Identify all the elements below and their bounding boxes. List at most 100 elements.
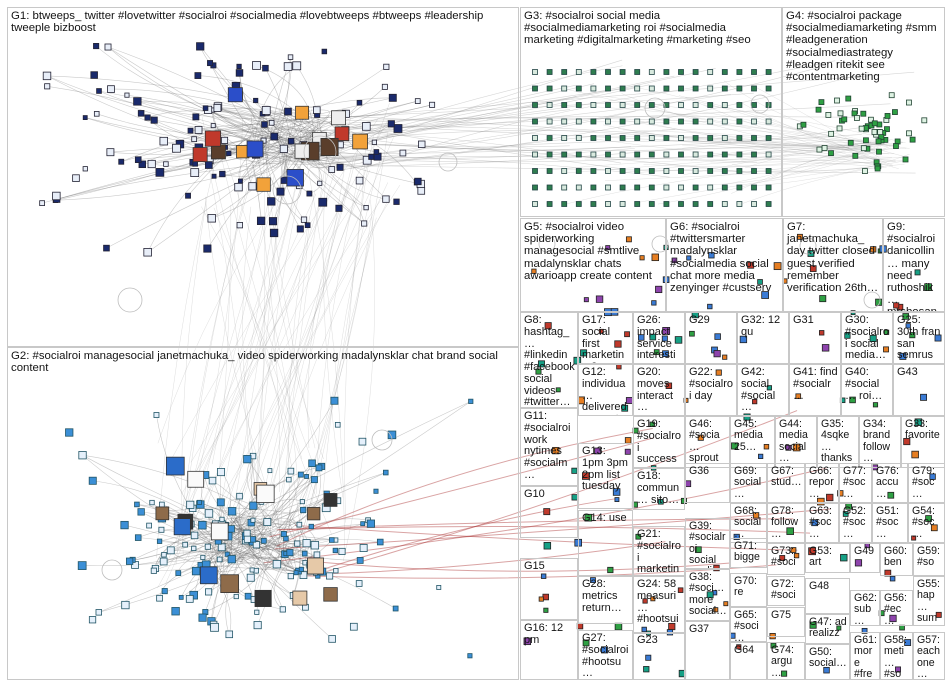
- node[interactable]: [272, 560, 282, 569]
- node[interactable]: [692, 85, 699, 92]
- node[interactable]: [911, 535, 917, 541]
- group-cell-g25[interactable]: G25: 30th fran san semrus…: [893, 312, 945, 364]
- node[interactable]: [635, 533, 642, 540]
- node[interactable]: [561, 85, 568, 92]
- node[interactable]: [721, 168, 728, 174]
- group-cell-g8[interactable]: G8: hashtag_… #linkedin #facebook social…: [520, 312, 578, 408]
- node[interactable]: [751, 201, 757, 207]
- node[interactable]: [159, 136, 168, 146]
- node[interactable]: [861, 168, 868, 174]
- node[interactable]: [661, 335, 668, 342]
- node[interactable]: [621, 404, 629, 412]
- node[interactable]: [648, 201, 655, 207]
- node[interactable]: [253, 621, 262, 630]
- node[interactable]: [649, 421, 655, 427]
- node[interactable]: [895, 666, 901, 673]
- node[interactable]: [663, 201, 670, 207]
- node[interactable]: [219, 170, 226, 178]
- node[interactable]: [773, 262, 782, 271]
- node[interactable]: [575, 102, 582, 108]
- node[interactable]: [721, 102, 728, 108]
- node[interactable]: [133, 97, 142, 106]
- node[interactable]: [583, 297, 589, 303]
- node[interactable]: [382, 195, 390, 203]
- node[interactable]: [575, 201, 582, 207]
- group-cell-g70[interactable]: G70: re: [730, 573, 767, 607]
- node[interactable]: [561, 168, 568, 174]
- node[interactable]: [244, 592, 252, 600]
- node[interactable]: [736, 644, 742, 650]
- group-cell-g53[interactable]: G53: art: [805, 543, 850, 573]
- node[interactable]: [254, 589, 272, 607]
- node[interactable]: [383, 63, 390, 70]
- node[interactable]: [605, 118, 611, 125]
- node[interactable]: [234, 182, 243, 192]
- node[interactable]: [648, 69, 655, 75]
- node[interactable]: [383, 469, 389, 476]
- node[interactable]: [819, 295, 827, 303]
- node[interactable]: [765, 184, 772, 191]
- node[interactable]: [648, 151, 655, 158]
- group-cell-g37[interactable]: G37: [685, 621, 730, 680]
- node[interactable]: [634, 184, 641, 191]
- node[interactable]: [889, 614, 897, 623]
- node[interactable]: [236, 221, 243, 229]
- node[interactable]: [645, 654, 652, 661]
- node[interactable]: [163, 161, 169, 167]
- node[interactable]: [334, 126, 350, 141]
- node[interactable]: [920, 393, 928, 401]
- node[interactable]: [546, 151, 553, 158]
- node[interactable]: [662, 350, 669, 358]
- node[interactable]: [149, 499, 155, 506]
- node[interactable]: [243, 455, 252, 464]
- node[interactable]: [287, 138, 295, 145]
- node[interactable]: [253, 97, 259, 104]
- node[interactable]: [356, 99, 363, 106]
- node[interactable]: [144, 114, 151, 121]
- node[interactable]: [584, 513, 593, 522]
- node[interactable]: [642, 598, 648, 604]
- node[interactable]: [884, 126, 890, 133]
- node[interactable]: [651, 253, 659, 262]
- node[interactable]: [546, 201, 553, 207]
- node[interactable]: [468, 398, 474, 404]
- node[interactable]: [310, 476, 318, 484]
- node[interactable]: [713, 350, 721, 358]
- node[interactable]: [634, 102, 641, 108]
- node[interactable]: [540, 573, 547, 579]
- node[interactable]: [393, 124, 403, 133]
- node[interactable]: [707, 303, 713, 310]
- node[interactable]: [590, 69, 597, 75]
- node[interactable]: [118, 158, 125, 165]
- node[interactable]: [286, 476, 292, 483]
- node[interactable]: [321, 48, 328, 55]
- node[interactable]: [624, 331, 630, 338]
- node[interactable]: [909, 332, 916, 339]
- node[interactable]: [216, 468, 226, 477]
- node[interactable]: [580, 349, 588, 357]
- node[interactable]: [191, 136, 198, 143]
- node[interactable]: [125, 557, 134, 565]
- node[interactable]: [532, 118, 538, 125]
- group-cell-g17[interactable]: G17: social first marketing 2x…: [578, 312, 633, 364]
- node[interactable]: [736, 184, 743, 191]
- node[interactable]: [924, 283, 932, 291]
- node[interactable]: [751, 85, 757, 92]
- node[interactable]: [107, 85, 115, 93]
- group-cell-g22[interactable]: G22: #socialroi day: [685, 364, 737, 416]
- group-cell-g46[interactable]: G46: #socia… sprout…: [685, 416, 730, 468]
- group-cell-g15[interactable]: G15: [520, 558, 578, 620]
- node[interactable]: [106, 148, 115, 157]
- node[interactable]: [210, 522, 229, 541]
- node[interactable]: [307, 557, 324, 575]
- node[interactable]: [751, 102, 757, 108]
- node[interactable]: [178, 594, 184, 600]
- node[interactable]: [721, 201, 728, 207]
- node[interactable]: [893, 143, 899, 149]
- node[interactable]: [307, 507, 321, 521]
- node[interactable]: [605, 201, 611, 207]
- node[interactable]: [44, 83, 51, 90]
- node[interactable]: [355, 176, 364, 185]
- group-cell-g32[interactable]: G32: 12 qu: [737, 312, 789, 364]
- node[interactable]: [736, 69, 743, 75]
